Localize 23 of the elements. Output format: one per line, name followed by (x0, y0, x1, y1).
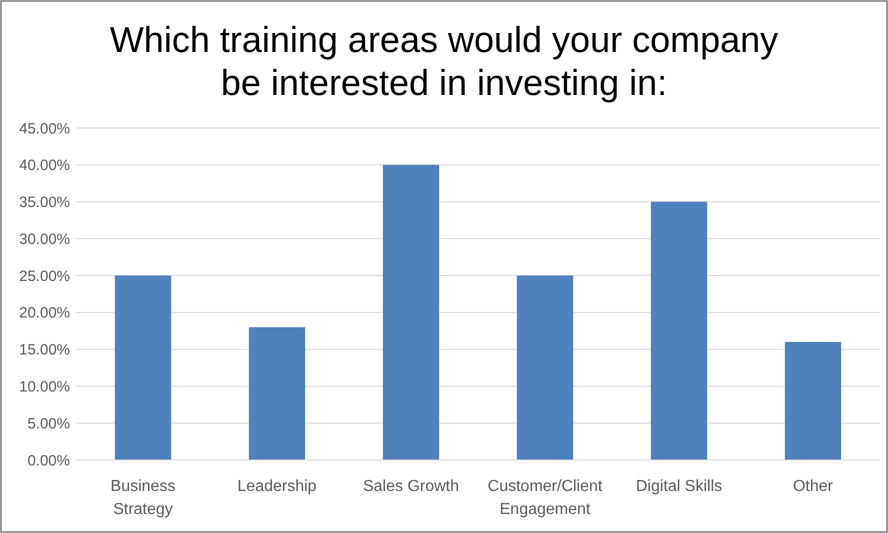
y-tick-label: 35.00% (19, 194, 70, 212)
bar (650, 202, 708, 460)
x-tick-label: Digital Skills (636, 478, 722, 495)
y-tick-label: 0.00% (27, 452, 70, 470)
x-tick-label: Other (792, 478, 834, 495)
y-tick-label: 40.00% (19, 157, 70, 174)
bar (114, 276, 172, 460)
y-tick-label: 45.00% (19, 120, 70, 138)
y-tick-label: 15.00% (19, 342, 70, 359)
chart-title: Which training areas would your company be interested in investing in: (110, 19, 778, 103)
y-tick-label: 30.00% (19, 230, 70, 248)
y-tick-label: 5.00% (27, 415, 70, 432)
x-tick-label: Leadership (237, 478, 317, 495)
bar (248, 327, 306, 460)
y-tick-label: 10.00% (19, 378, 70, 396)
x-tick-label: Sales Growth (362, 478, 460, 495)
bar (784, 342, 842, 460)
y-tick-label: 20.00% (19, 304, 70, 322)
bar (382, 164, 440, 460)
y-tick-label: 25.00% (19, 268, 70, 285)
bar (516, 276, 574, 460)
x-tick-label: Business Strategy (110, 478, 176, 518)
x-tick-label: Customer/Client Engagement (488, 478, 603, 518)
